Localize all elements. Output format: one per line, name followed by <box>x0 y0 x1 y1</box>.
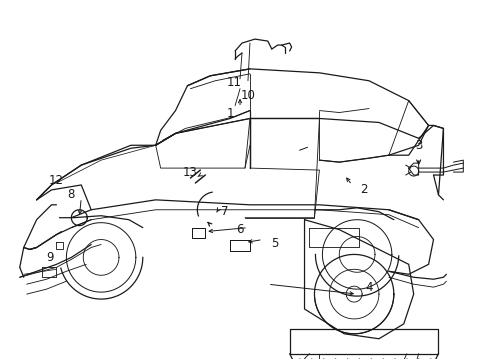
Text: 3: 3 <box>414 139 422 152</box>
Text: 5: 5 <box>270 237 278 250</box>
Text: 10: 10 <box>240 89 255 102</box>
Text: 2: 2 <box>360 184 367 197</box>
Text: 11: 11 <box>226 76 241 89</box>
Text: 13: 13 <box>183 166 198 179</box>
Text: 1: 1 <box>226 107 233 120</box>
Text: 9: 9 <box>46 251 53 264</box>
Text: 12: 12 <box>49 174 64 186</box>
Text: 4: 4 <box>365 281 372 294</box>
Text: 6: 6 <box>236 223 244 236</box>
Text: 7: 7 <box>221 205 228 218</box>
Text: 8: 8 <box>67 188 75 201</box>
